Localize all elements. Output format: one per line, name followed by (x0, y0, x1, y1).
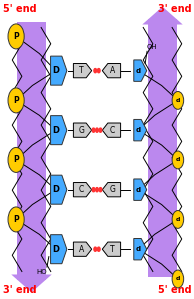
Text: T: T (79, 66, 84, 75)
Circle shape (8, 88, 24, 113)
Polygon shape (134, 179, 147, 200)
Circle shape (96, 128, 98, 132)
Circle shape (172, 91, 184, 109)
Polygon shape (102, 123, 121, 137)
Text: 3' end: 3' end (158, 4, 191, 14)
Text: P: P (13, 155, 19, 164)
Polygon shape (142, 7, 183, 25)
Polygon shape (102, 242, 121, 256)
Text: C: C (79, 185, 84, 194)
Circle shape (92, 128, 95, 132)
Circle shape (97, 247, 100, 251)
Circle shape (99, 187, 102, 192)
Text: C: C (110, 126, 115, 135)
Text: d: d (176, 157, 180, 162)
Circle shape (8, 147, 24, 173)
Polygon shape (51, 56, 67, 85)
Polygon shape (73, 63, 92, 78)
Polygon shape (102, 182, 121, 197)
Text: d: d (176, 217, 180, 222)
Circle shape (94, 68, 97, 73)
Text: OH: OH (147, 44, 157, 50)
Text: HO: HO (37, 269, 47, 274)
Polygon shape (73, 242, 92, 256)
Text: G: G (79, 126, 85, 135)
Circle shape (172, 151, 184, 169)
Polygon shape (134, 60, 147, 81)
Text: D: D (53, 126, 60, 135)
Text: G: G (109, 185, 115, 194)
Polygon shape (51, 235, 67, 264)
Circle shape (172, 210, 184, 228)
Text: 5' end: 5' end (158, 285, 191, 295)
Circle shape (94, 247, 97, 251)
Polygon shape (73, 182, 92, 197)
Text: d: d (135, 187, 140, 193)
Polygon shape (102, 63, 121, 78)
Text: D: D (53, 185, 60, 194)
Polygon shape (134, 239, 147, 260)
Text: A: A (110, 66, 115, 75)
Polygon shape (134, 119, 147, 141)
Polygon shape (51, 116, 67, 145)
Text: d: d (135, 68, 140, 74)
Polygon shape (11, 274, 52, 292)
Polygon shape (73, 123, 92, 137)
Text: D: D (53, 66, 60, 75)
Circle shape (8, 24, 24, 49)
Text: D: D (53, 245, 60, 254)
Circle shape (96, 187, 98, 192)
Text: d: d (135, 246, 140, 252)
Text: T: T (110, 245, 115, 254)
Text: 5' end: 5' end (3, 4, 36, 14)
Text: 3' end: 3' end (3, 285, 36, 295)
Circle shape (99, 128, 102, 132)
Polygon shape (51, 175, 67, 204)
Text: P: P (13, 32, 19, 41)
Circle shape (97, 68, 100, 73)
Polygon shape (17, 22, 46, 280)
Text: P: P (13, 215, 19, 224)
Circle shape (172, 270, 184, 288)
Circle shape (8, 207, 24, 232)
Text: d: d (176, 277, 180, 281)
Text: d: d (176, 98, 180, 103)
Text: A: A (79, 245, 84, 254)
Polygon shape (148, 19, 177, 277)
Text: P: P (13, 96, 19, 105)
Text: d: d (135, 127, 140, 133)
Circle shape (92, 187, 95, 192)
